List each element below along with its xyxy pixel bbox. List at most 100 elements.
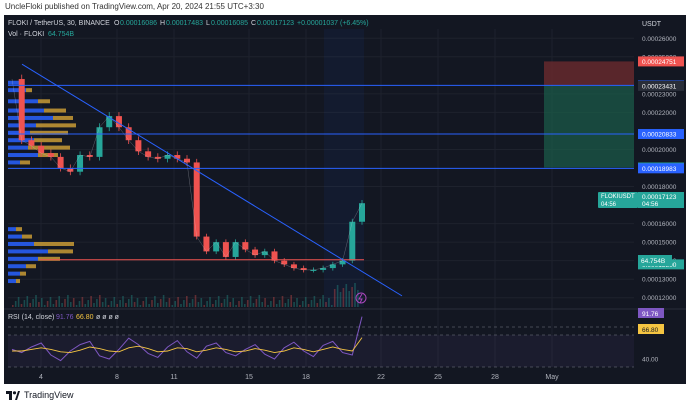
- rsi-value-tag: [638, 308, 664, 318]
- vp-bar-up: [8, 153, 38, 158]
- volume-bar: [264, 298, 266, 307]
- vp-bar-up: [8, 115, 53, 120]
- volume-bar: [183, 300, 185, 307]
- volume-bar: [244, 304, 246, 307]
- volume-bar: [119, 300, 121, 307]
- volume-bar: [209, 297, 211, 307]
- volume-bar: [139, 305, 142, 307]
- vp-bar-down: [26, 264, 36, 269]
- volume-bar: [145, 297, 147, 307]
- volume-bar: [90, 296, 92, 307]
- footer: TradingView: [0, 386, 690, 404]
- vp-bar-down: [48, 249, 73, 254]
- current-countdown: 04:56: [601, 202, 617, 208]
- rsi-tick-label: 40.00: [642, 357, 659, 364]
- volume-bar: [226, 295, 229, 307]
- ohlc-o-label: O: [114, 20, 120, 27]
- chart-canvas[interactable]: 0.000260000.000250000.000230000.00022000…: [4, 15, 686, 384]
- candle-body: [300, 268, 307, 270]
- volume-bar: [336, 285, 339, 307]
- price-tick-label: 0.00013000: [642, 277, 677, 284]
- volume-bar: [328, 298, 330, 307]
- volume-bar: [354, 283, 356, 307]
- volume-bar: [249, 296, 252, 307]
- rsi-ma-tag-text: 66.80: [642, 327, 659, 334]
- volume-bar: [235, 305, 237, 307]
- time-tick-label: 28: [491, 374, 499, 381]
- volume-bar: [186, 296, 188, 307]
- volume-bar: [203, 305, 205, 307]
- target-zone: [544, 85, 634, 168]
- volume-bar: [287, 299, 290, 307]
- price-tag-label: 0.00024751: [642, 59, 677, 66]
- stop-zone: [544, 61, 634, 86]
- volume-bar: [296, 298, 298, 307]
- candle-body: [310, 269, 317, 271]
- volume-bar: [345, 284, 348, 307]
- volume-bar: [241, 297, 243, 307]
- rsi-ma-tag: [638, 324, 664, 334]
- time-tick-label: May: [545, 374, 559, 381]
- volume-bar: [96, 299, 98, 307]
- volume-bar: [58, 296, 60, 307]
- volume-value: 64.754B: [48, 31, 74, 38]
- event-marker[interactable]: [355, 292, 367, 304]
- price-tick-label: 0.00020000: [642, 147, 677, 154]
- vp-bar-up: [8, 234, 22, 239]
- vp-bar-up: [8, 88, 26, 93]
- tradingview-brand[interactable]: TradingView: [6, 390, 74, 400]
- volume-bar: [342, 288, 345, 307]
- candle-body: [135, 140, 142, 152]
- vp-bar-up: [8, 145, 28, 150]
- volume-bar: [191, 299, 194, 307]
- volume-label: Vol · FLOKI: [8, 31, 44, 38]
- vp-bar-down: [53, 115, 73, 120]
- volume-bar: [177, 297, 179, 307]
- candle-body: [281, 260, 288, 265]
- currency-box[interactable]: [634, 17, 684, 30]
- symbol-legend: FLOKI / TetherUS, 30, BINANCE O 0.000160…: [8, 17, 684, 38]
- volume-bar: [55, 300, 58, 307]
- rsi-ma-value: 66.80: [76, 314, 94, 321]
- time-tick-label: 11: [170, 374, 177, 381]
- volume-bar: [12, 305, 14, 307]
- volume-bar: [339, 292, 342, 307]
- volume-bar: [148, 304, 150, 307]
- lightning-icon[interactable]: [355, 292, 367, 304]
- volume-bar: [307, 304, 310, 307]
- vp-bar-up: [8, 241, 34, 246]
- volume-bar: [215, 300, 217, 307]
- candle-body: [96, 127, 103, 157]
- price-tag-box: [638, 80, 684, 91]
- rsi-value-tag-text: 91.76: [642, 311, 659, 318]
- volume-bar: [23, 300, 26, 307]
- vp-bar-down: [28, 145, 70, 150]
- volume-bar: [310, 300, 313, 307]
- volume-bar: [52, 304, 55, 307]
- volume-bar: [154, 296, 156, 307]
- price-tag-box: [638, 163, 684, 174]
- volume-bar: [122, 296, 124, 307]
- ohlc-l-label: L: [206, 20, 210, 27]
- price-tag-box: [638, 56, 684, 67]
- volume-bar: [212, 304, 214, 307]
- vp-bar-down: [34, 241, 74, 246]
- vp-bar-up: [8, 279, 16, 284]
- volume-tag-box: [638, 255, 672, 266]
- price-tag-label: 0.00018983: [642, 166, 677, 173]
- volume-bar: [84, 304, 87, 307]
- chart-frame[interactable]: 0.000260000.000250000.000230000.00022000…: [4, 15, 686, 384]
- candle-body: [261, 251, 268, 256]
- volume-bar: [165, 302, 168, 307]
- volume-bar: [357, 290, 359, 307]
- volume-bar: [107, 305, 110, 307]
- volume-bar: [32, 299, 34, 307]
- candle-body: [232, 242, 239, 257]
- volume-bar: [246, 300, 249, 307]
- vp-bar-down: [34, 138, 62, 143]
- ohlc-c-value: 0.00017123: [257, 20, 294, 27]
- volume-bar: [270, 301, 272, 307]
- volume-bar: [351, 287, 353, 307]
- tradingview-logo-icon: [6, 390, 20, 400]
- volume-bar: [252, 303, 255, 307]
